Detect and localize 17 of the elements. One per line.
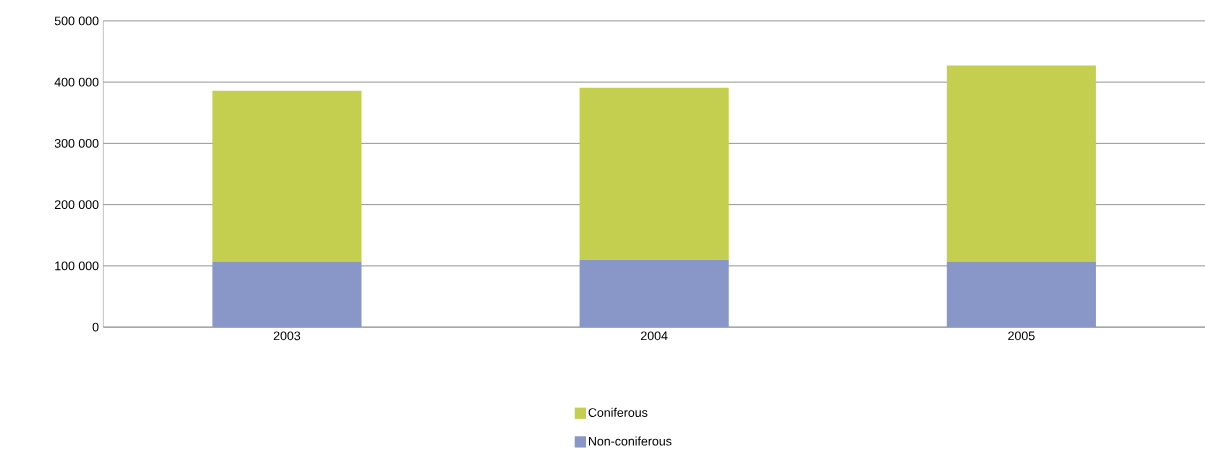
y-tick-label: 0: [92, 322, 99, 332]
x-tick-label: 2003: [273, 331, 301, 341]
y-tick-label: 100 000: [55, 261, 99, 271]
x-tick-label: 2004: [641, 331, 668, 341]
legend-label: Non-coniferous: [588, 436, 672, 446]
x-tick-label: 2005: [1008, 331, 1035, 341]
bar: [212, 261, 362, 327]
bar: [579, 259, 729, 327]
y-tick-label: 200 000: [54, 200, 99, 209]
bar: [946, 65, 1096, 262]
bar: [946, 261, 1096, 327]
y-tick-label: 500 000: [54, 16, 99, 26]
bar: [212, 90, 362, 262]
y-tick-label: 400 000: [54, 77, 99, 87]
bar: [579, 87, 729, 260]
legend-label: Coniferous: [588, 407, 648, 417]
y-tick-label: 300 000: [54, 138, 99, 148]
